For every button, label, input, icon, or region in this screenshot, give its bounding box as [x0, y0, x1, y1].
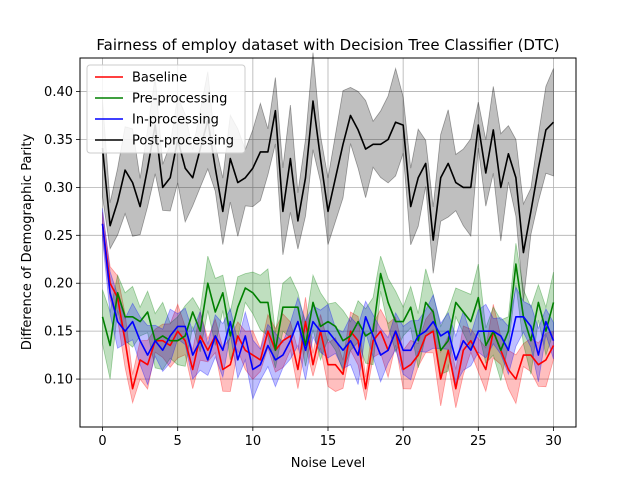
x-tick-label: 10	[245, 434, 262, 449]
line-baseline	[101, 223, 555, 390]
x-tick-label: 5	[174, 434, 182, 449]
band-baseline	[102, 212, 554, 408]
y-tick-label: 0.30	[44, 181, 73, 196]
x-tick-label: 15	[320, 434, 337, 449]
x-axis: 0 5 10 15 20 25 30	[98, 427, 562, 449]
line-pre-processing	[101, 263, 555, 352]
y-axis: 0.10 0.15 0.20 0.25 0.30 0.35 0.40	[44, 85, 80, 388]
x-tick-label: 0	[98, 434, 106, 449]
band-pre-processing	[102, 243, 554, 381]
y-tick-label: 0.15	[44, 325, 73, 340]
y-tick-label: 0.35	[44, 133, 73, 148]
grid	[80, 58, 576, 427]
band-in-processing	[102, 208, 554, 401]
legend-label: Pre-processing	[132, 92, 227, 107]
y-tick-label: 0.10	[44, 373, 73, 388]
x-tick-label: 30	[545, 434, 562, 449]
y-axis-title: Difference of Demographic Parity	[20, 134, 35, 351]
y-tick-label: 0.40	[44, 85, 73, 100]
legend-box	[86, 64, 246, 154]
x-tick-label: 20	[395, 434, 412, 449]
x-tick-label: 25	[470, 434, 487, 449]
legend-label: Post-processing	[132, 134, 234, 149]
chart-title: Fairness of employ dataset with Decision…	[96, 36, 559, 54]
legend-label: Baseline	[132, 71, 187, 86]
x-axis-title: Noise Level	[291, 456, 366, 471]
y-tick-label: 0.20	[44, 277, 73, 292]
legend-label: In-processing	[132, 113, 219, 128]
legend: Baseline Pre-processing In-processing Post-…	[86, 64, 246, 154]
line-in-processing	[101, 223, 555, 371]
y-tick-label: 0.25	[44, 229, 73, 244]
